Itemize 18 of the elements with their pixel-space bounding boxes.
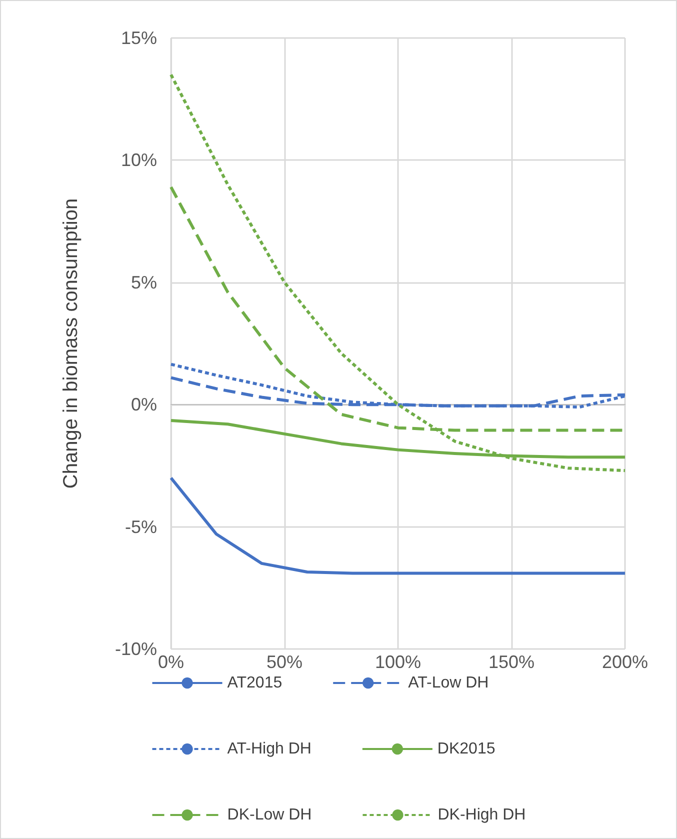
x-tick-label: 100% bbox=[374, 652, 422, 672]
legend-label: AT-Low DH bbox=[408, 674, 489, 692]
legend-label: DK-Low DH bbox=[227, 806, 312, 824]
legend-label: DK-High DH bbox=[438, 806, 526, 824]
y-tick-label: -5% bbox=[124, 516, 157, 537]
y-tick-label: 0% bbox=[130, 394, 157, 415]
y-tick-label: 5% bbox=[130, 272, 157, 292]
legend-label: AT-High DH bbox=[227, 740, 312, 758]
x-tick-label: 200% bbox=[602, 652, 648, 672]
y-tick-label: -10% bbox=[114, 639, 157, 659]
y-tick-label: 15% bbox=[120, 28, 157, 48]
legend-label: DK2015 bbox=[437, 740, 496, 758]
legend-label: AT2015 bbox=[227, 674, 282, 692]
x-tick-label: 150% bbox=[488, 652, 535, 672]
y-tick-label: 10% bbox=[120, 150, 157, 170]
x-tick-label: 50% bbox=[266, 652, 303, 672]
y-axis-title: Change in biomass consumption bbox=[60, 198, 82, 489]
x-tick-label: 0% bbox=[158, 652, 184, 672]
